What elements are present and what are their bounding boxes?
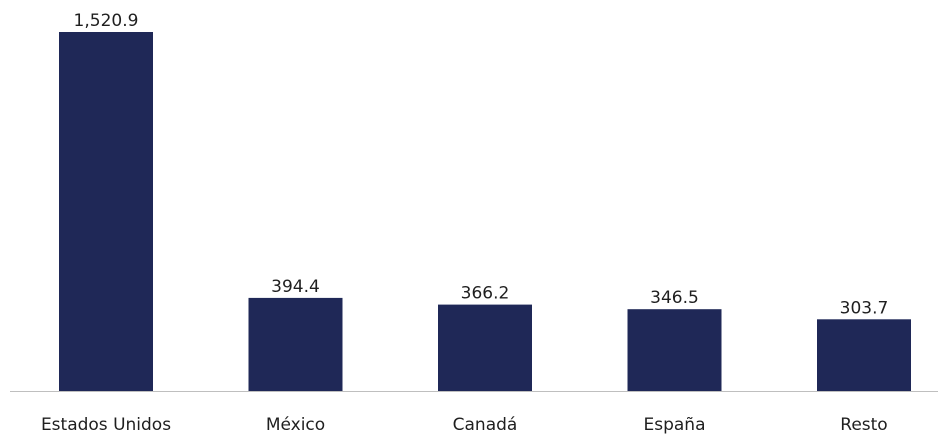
bar-4 xyxy=(817,319,911,391)
category-labels-layer: Estados Unidos México Canadá España Resto xyxy=(41,415,888,435)
value-label-0: 1,520.9 xyxy=(74,11,139,31)
category-label-4: Resto xyxy=(840,415,887,435)
bar-3 xyxy=(627,309,722,391)
value-label-4: 303.7 xyxy=(840,298,889,318)
category-label-2: Canadá xyxy=(453,415,518,435)
category-label-1: México xyxy=(266,415,325,435)
value-label-2: 366.2 xyxy=(461,284,510,304)
bars-layer xyxy=(59,32,911,391)
value-label-3: 346.5 xyxy=(650,288,699,308)
bar-0 xyxy=(59,32,153,391)
value-labels-layer: 1,520.9 394.4 366.2 346.5 303.7 xyxy=(74,11,889,318)
category-label-0: Estados Unidos xyxy=(41,415,171,435)
value-label-1: 394.4 xyxy=(271,277,320,297)
category-label-3: España xyxy=(644,415,706,435)
bar-2 xyxy=(438,304,532,391)
bar-1 xyxy=(248,297,343,391)
